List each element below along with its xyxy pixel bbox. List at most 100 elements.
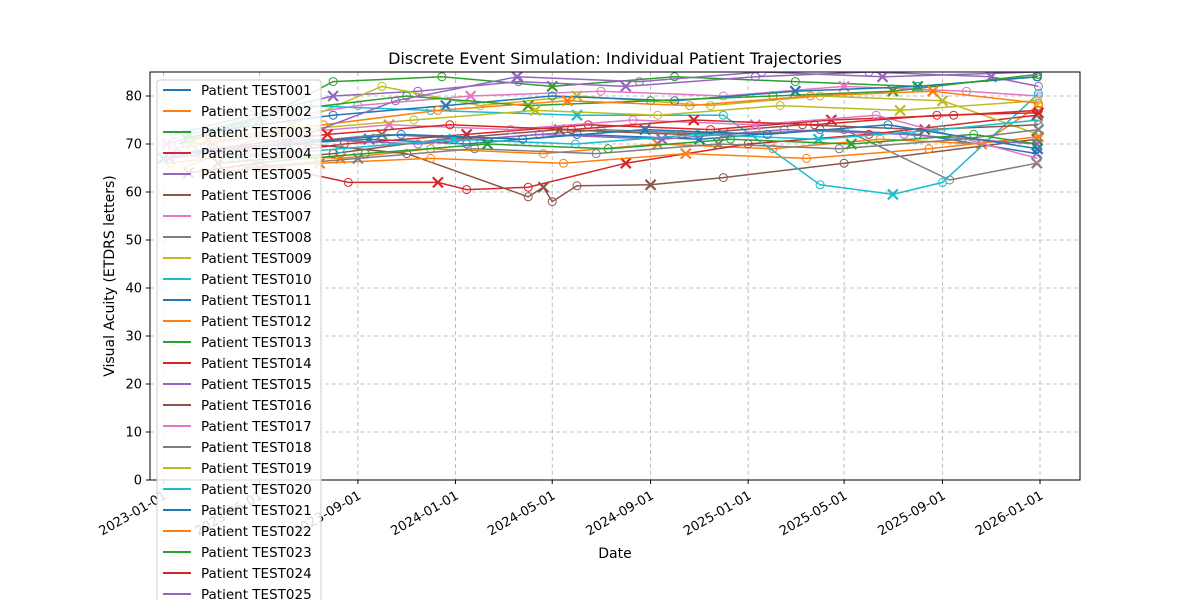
injection-marker xyxy=(571,90,583,102)
legend-label: Patient TEST008 xyxy=(201,230,312,246)
visit-marker xyxy=(328,77,338,87)
visit-marker xyxy=(572,181,582,191)
injection-marker xyxy=(927,85,939,97)
visit-marker xyxy=(445,120,455,130)
injection-marker xyxy=(644,179,657,191)
injection-marker xyxy=(522,99,535,112)
injection-marker xyxy=(327,90,339,102)
visit-marker xyxy=(1032,96,1042,106)
visit-marker xyxy=(718,173,728,183)
legend-label: Patient TEST018 xyxy=(201,440,312,456)
legend-label: Patient TEST011 xyxy=(201,293,312,309)
series-line xyxy=(213,112,1039,150)
x-tick-label: 2025-01-01 xyxy=(681,488,754,539)
visit-marker xyxy=(810,120,820,130)
visit-marker xyxy=(653,110,663,120)
visit-marker xyxy=(839,125,849,135)
visit-marker xyxy=(1032,139,1042,149)
legend-box xyxy=(156,79,322,600)
injection-marker xyxy=(687,114,700,126)
legend-label: Patient TEST013 xyxy=(201,335,312,351)
visit-marker xyxy=(603,144,613,154)
legend-label: Patient TEST025 xyxy=(201,587,312,600)
injection-marker xyxy=(529,104,542,117)
visit-marker xyxy=(1033,101,1043,111)
visit-marker xyxy=(775,101,785,111)
injection-marker xyxy=(432,176,444,189)
x-axis-title: Date xyxy=(598,546,631,562)
visit-marker xyxy=(762,129,772,139)
y-tick-label: 30 xyxy=(125,330,142,345)
legend-label: Patient TEST012 xyxy=(201,314,312,330)
injection-marker xyxy=(620,80,632,93)
series-line xyxy=(250,133,1037,164)
visit-marker xyxy=(328,110,338,120)
series-line xyxy=(225,119,1039,160)
injection-marker xyxy=(321,128,334,141)
visit-marker xyxy=(335,144,345,154)
visit-marker xyxy=(706,125,716,135)
injection-marker xyxy=(919,123,931,136)
legend: Patient TEST001 Patient TEST002 Patient TE… xyxy=(156,79,322,600)
visit-marker xyxy=(718,110,728,120)
legend-label: Patient TEST006 xyxy=(201,188,312,204)
visit-marker xyxy=(932,110,942,120)
injection-marker xyxy=(481,138,494,150)
chart-title: Discrete Event Simulation: Individual Pa… xyxy=(388,49,842,68)
legend-label: Patient TEST001 xyxy=(201,83,312,99)
legend-label: Patient TEST016 xyxy=(201,398,312,414)
visit-marker xyxy=(768,91,778,101)
visit-marker xyxy=(726,134,736,144)
visit-marker xyxy=(670,72,680,82)
injection-marker xyxy=(845,138,858,150)
visit-marker xyxy=(839,158,849,168)
y-tick-label: 50 xyxy=(125,234,142,249)
patient-series xyxy=(209,107,1045,154)
visit-marker xyxy=(924,144,934,154)
legend-label: Patient TEST009 xyxy=(201,251,312,267)
visit-marker xyxy=(1033,72,1043,79)
visit-marker xyxy=(693,129,703,139)
visit-marker xyxy=(591,149,601,159)
x-tick-label: 2026-01-01 xyxy=(973,488,1046,539)
visit-marker xyxy=(883,120,893,130)
visit-marker xyxy=(437,72,447,82)
legend-label: Patient TEST015 xyxy=(201,377,312,393)
visit-marker xyxy=(1033,81,1043,91)
visit-marker xyxy=(523,182,533,192)
visit-marker xyxy=(1033,153,1043,163)
visit-marker xyxy=(802,153,812,163)
legend-label: Patient TEST020 xyxy=(201,482,312,498)
visit-marker xyxy=(390,96,400,106)
visit-marker xyxy=(377,81,387,91)
legend-label: Patient TEST014 xyxy=(201,356,312,372)
y-tick-label: 20 xyxy=(125,378,142,393)
visit-marker xyxy=(506,125,516,135)
legend-label: Patient TEST003 xyxy=(201,125,312,141)
visit-marker xyxy=(1033,98,1043,108)
injection-marker xyxy=(620,157,632,169)
x-tick-label: 2024-01-01 xyxy=(389,488,462,539)
legend-label: Patient TEST019 xyxy=(201,461,312,477)
visit-marker xyxy=(628,115,638,125)
y-axis-title: Visual Acuity (ETDRS letters) xyxy=(102,175,118,377)
visit-marker xyxy=(875,134,885,144)
visit-marker xyxy=(806,91,816,101)
injection-marker xyxy=(887,85,899,97)
injection-marker xyxy=(887,188,899,201)
x-tick-label: 2025-09-01 xyxy=(876,488,949,539)
legend-label: Patient TEST021 xyxy=(201,503,312,519)
x-tick-label: 2025-05-01 xyxy=(777,488,850,539)
legend-label: Patient TEST017 xyxy=(201,419,312,435)
visit-marker xyxy=(343,177,353,187)
injection-marker xyxy=(639,123,651,136)
injection-marker xyxy=(561,95,574,107)
y-tick-label: 10 xyxy=(125,426,142,441)
visit-marker xyxy=(706,101,716,111)
visit-marker xyxy=(596,86,606,96)
visit-marker xyxy=(1033,105,1043,115)
patient-series xyxy=(246,129,1042,168)
visit-marker xyxy=(413,139,423,149)
injection-marker xyxy=(936,95,949,107)
